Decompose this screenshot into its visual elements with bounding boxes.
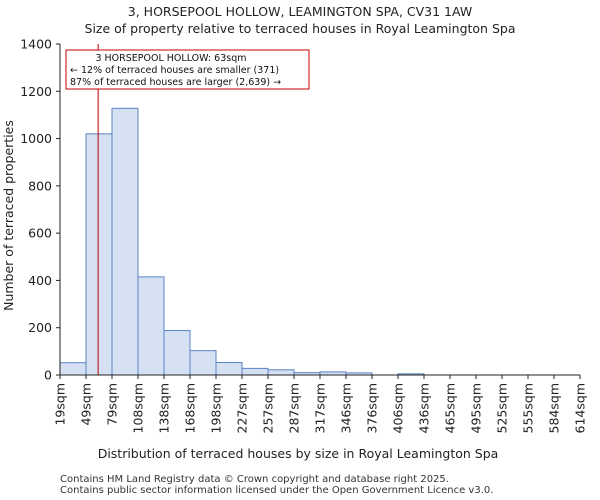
- bar-79sqm: [111, 107, 139, 376]
- x-tick-label-49sqm: 49sqm: [79, 383, 94, 426]
- footer-line-2: Contains public sector information licen…: [60, 485, 494, 496]
- bars-group: [59, 107, 425, 376]
- bar-198sqm: [215, 361, 243, 376]
- bar-108sqm: [137, 276, 165, 376]
- annotation-larger: 87% of terraced houses are larger (2,639…: [70, 77, 281, 88]
- bar-49sqm: [85, 133, 113, 376]
- bar-227sqm: [241, 367, 269, 376]
- bar-138sqm: [163, 330, 191, 376]
- y-tick-label-600: 600: [28, 226, 52, 241]
- chart-title: 3, HORSEPOOL HOLLOW, LEAMINGTON SPA, CV3…: [0, 3, 600, 37]
- x-tick-label-138sqm: 138sqm: [157, 383, 172, 433]
- annotation-title: 3 HORSEPOOL HOLLOW: 63sqm: [95, 53, 246, 64]
- annotation-box: 3 HORSEPOOL HOLLOW: 63sqm ← 12% of terra…: [65, 49, 310, 90]
- x-tick-label-227sqm: 227sqm: [235, 383, 250, 433]
- x-tick-label-108sqm: 108sqm: [131, 383, 146, 433]
- x-tick-label-465sqm: 465sqm: [443, 383, 458, 433]
- chart-title-line-2: Size of property relative to terraced ho…: [84, 21, 516, 36]
- y-tick-label-0: 0: [44, 368, 52, 383]
- y-tick-label-400: 400: [28, 273, 52, 288]
- bar-19sqm: [59, 362, 87, 376]
- x-tick-label-525sqm: 525sqm: [495, 383, 510, 433]
- x-tick-label-436sqm: 436sqm: [417, 383, 432, 433]
- y-tick-label-1400: 1400: [20, 37, 52, 52]
- x-tick-label-19sqm: 19sqm: [53, 383, 68, 426]
- x-tick-label-555sqm: 555sqm: [521, 383, 536, 433]
- chart-title-line-1: 3, HORSEPOOL HOLLOW, LEAMINGTON SPA, CV3…: [127, 4, 473, 19]
- x-tick-label-614sqm: 614sqm: [573, 383, 588, 433]
- bar-257sqm: [267, 369, 295, 376]
- x-tick-label-406sqm: 406sqm: [391, 383, 406, 433]
- axes-group: 0 200 400 600 800 1000 1200 1400 19sqm 49sqm 79sqm…: [20, 37, 587, 434]
- bar-168sqm: [189, 350, 217, 376]
- x-tick-label-346sqm: 346sqm: [339, 383, 354, 433]
- y-axis-label: Number of terraced properties: [1, 120, 16, 311]
- x-tick-label-79sqm: 79sqm: [105, 383, 120, 426]
- y-tick-label-1200: 1200: [20, 84, 52, 99]
- y-tick-label-800: 800: [28, 178, 52, 193]
- footer-attribution: Contains HM Land Registry data © Crown c…: [60, 474, 493, 496]
- x-tick-label-584sqm: 584sqm: [547, 383, 562, 433]
- x-tick-label-287sqm: 287sqm: [287, 383, 302, 433]
- annotation-frame: [65, 49, 310, 90]
- x-tick-label-198sqm: 198sqm: [209, 383, 224, 433]
- annotation-smaller: ← 12% of terraced houses are smaller (37…: [70, 65, 279, 76]
- y-tick-label-200: 200: [28, 320, 52, 335]
- x-tick-label-495sqm: 495sqm: [469, 383, 484, 433]
- x-tick-label-376sqm: 376sqm: [365, 383, 380, 433]
- x-axis-label: Distribution of terraced houses by size …: [98, 446, 499, 461]
- x-tick-label-168sqm: 168sqm: [183, 383, 198, 433]
- footer-line-1: Contains HM Land Registry data © Crown c…: [60, 474, 449, 485]
- x-tick-label-257sqm: 257sqm: [261, 383, 276, 433]
- y-tick-label-1000: 1000: [20, 131, 52, 146]
- x-tick-label-317sqm: 317sqm: [313, 383, 328, 433]
